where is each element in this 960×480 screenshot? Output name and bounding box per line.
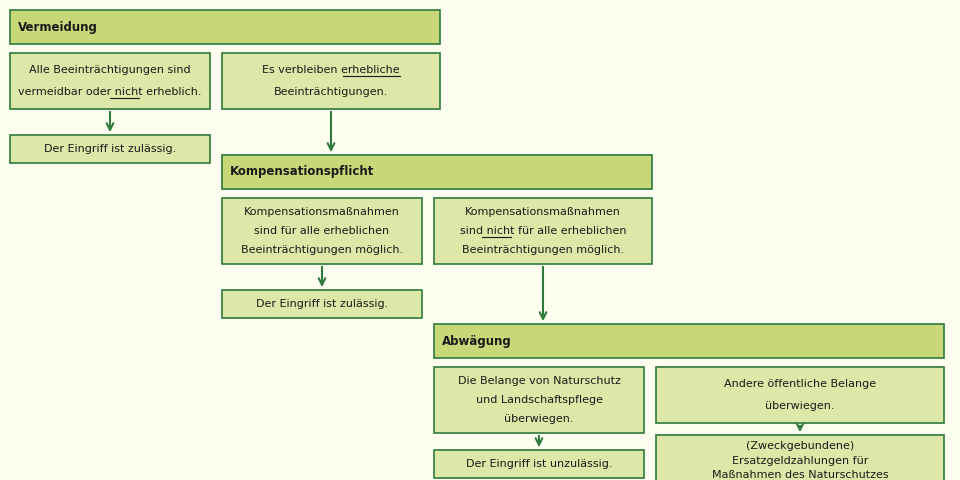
FancyBboxPatch shape bbox=[10, 53, 210, 109]
FancyBboxPatch shape bbox=[222, 53, 440, 109]
Text: Andere öffentliche Belange: Andere öffentliche Belange bbox=[724, 379, 876, 389]
Text: Kompensationspflicht: Kompensationspflicht bbox=[230, 166, 374, 179]
Text: Die Belange von Naturschutz: Die Belange von Naturschutz bbox=[458, 376, 620, 386]
FancyBboxPatch shape bbox=[222, 198, 422, 264]
FancyBboxPatch shape bbox=[222, 290, 422, 318]
FancyBboxPatch shape bbox=[434, 367, 644, 433]
Text: Beeinträchtigungen möglich.: Beeinträchtigungen möglich. bbox=[462, 245, 624, 255]
Text: vermeidbar oder nicht erheblich.: vermeidbar oder nicht erheblich. bbox=[18, 87, 202, 97]
FancyBboxPatch shape bbox=[656, 435, 944, 480]
FancyBboxPatch shape bbox=[434, 450, 644, 478]
Text: Kompensationsmaßnahmen: Kompensationsmaßnahmen bbox=[244, 207, 400, 217]
FancyBboxPatch shape bbox=[10, 135, 210, 163]
Text: Es verbleiben erhebliche: Es verbleiben erhebliche bbox=[262, 65, 399, 75]
FancyBboxPatch shape bbox=[434, 198, 652, 264]
Text: sind für alle erheblichen: sind für alle erheblichen bbox=[254, 226, 390, 236]
Text: Beeinträchtigungen.: Beeinträchtigungen. bbox=[274, 87, 388, 97]
FancyBboxPatch shape bbox=[10, 10, 440, 44]
Text: (Zweckgebundene): (Zweckgebundene) bbox=[746, 441, 854, 451]
Text: Beeinträchtigungen möglich.: Beeinträchtigungen möglich. bbox=[241, 245, 403, 255]
Text: überwiegen.: überwiegen. bbox=[765, 401, 835, 411]
Text: und Landschaftspflege: und Landschaftspflege bbox=[475, 395, 603, 405]
Text: Der Eingriff ist unzulässig.: Der Eingriff ist unzulässig. bbox=[466, 459, 612, 469]
Text: Ersatzgeldzahlungen für: Ersatzgeldzahlungen für bbox=[732, 456, 868, 466]
Text: Der Eingriff ist zulässig.: Der Eingriff ist zulässig. bbox=[44, 144, 176, 154]
Text: Der Eingriff ist zulässig.: Der Eingriff ist zulässig. bbox=[256, 299, 388, 309]
Text: überwiegen.: überwiegen. bbox=[504, 414, 574, 424]
Text: Kompensationsmaßnahmen: Kompensationsmaßnahmen bbox=[465, 207, 621, 217]
FancyBboxPatch shape bbox=[434, 324, 944, 358]
Text: Vermeidung: Vermeidung bbox=[18, 21, 98, 34]
FancyBboxPatch shape bbox=[222, 155, 652, 189]
Text: Alle Beeinträchtigungen sind: Alle Beeinträchtigungen sind bbox=[29, 65, 191, 75]
Text: Abwägung: Abwägung bbox=[442, 335, 512, 348]
FancyBboxPatch shape bbox=[656, 367, 944, 423]
Text: Maßnahmen des Naturschutzes: Maßnahmen des Naturschutzes bbox=[711, 470, 888, 480]
Text: sind nicht für alle erheblichen: sind nicht für alle erheblichen bbox=[460, 226, 626, 236]
